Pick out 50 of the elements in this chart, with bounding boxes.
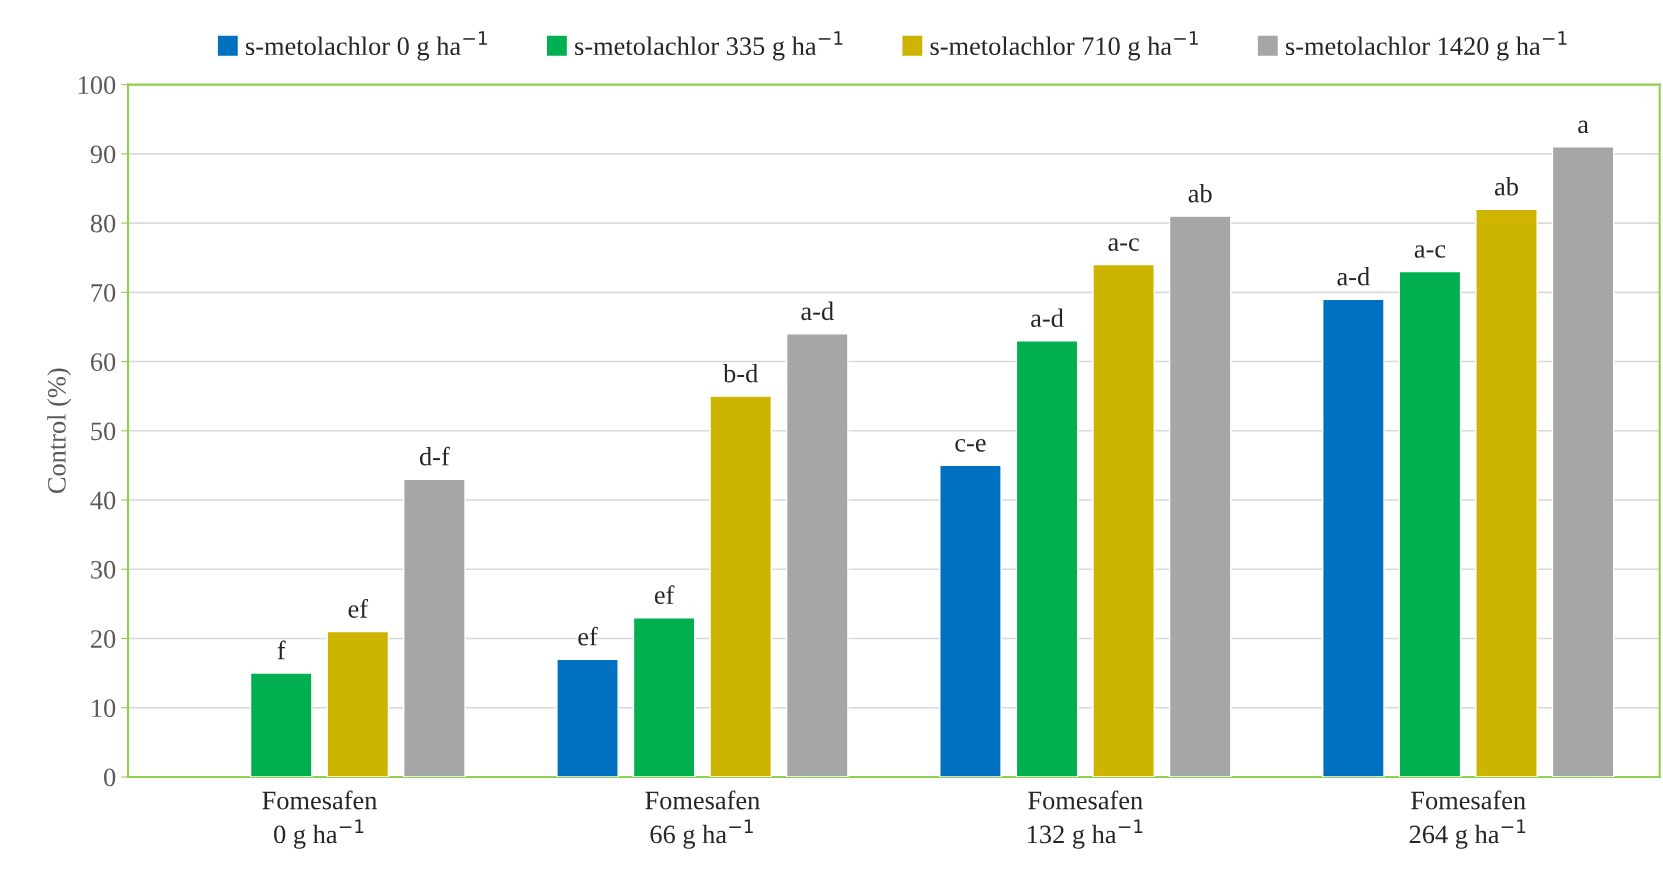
bar bbox=[939, 464, 1002, 777]
bar bbox=[1398, 270, 1462, 777]
data-label: ab bbox=[1494, 176, 1518, 196]
data-label: ab bbox=[1188, 183, 1212, 203]
y-tick-label: 40 bbox=[90, 491, 116, 510]
data-label: ef bbox=[348, 599, 369, 618]
bar bbox=[1168, 215, 1232, 777]
legend-label: s-metolachlor 1420 g ha$^{−1}$ bbox=[1286, 31, 1567, 61]
y-tick-label: 30 bbox=[91, 560, 116, 579]
data-label: a-c bbox=[1414, 245, 1446, 258]
bar bbox=[709, 395, 773, 777]
bar bbox=[1322, 298, 1385, 777]
data-label: a bbox=[1578, 120, 1589, 134]
y-tick-label: 0 bbox=[104, 768, 116, 787]
legend-label: s-metolachlor 335 g ha$^{−1}$ bbox=[575, 31, 843, 61]
legend-label: s-metolachlor 0 g ha$^{−1}$ bbox=[246, 31, 487, 61]
data-label: d-f bbox=[419, 446, 450, 466]
y-tick-label: 60 bbox=[90, 353, 116, 371]
y-tick-label: 50 bbox=[91, 422, 116, 441]
bar bbox=[403, 478, 466, 777]
y-tick-label: 100 bbox=[78, 76, 116, 94]
data-label: a-c bbox=[1108, 238, 1139, 251]
y-axis-title: Control (%) bbox=[47, 368, 72, 494]
bar bbox=[1551, 146, 1615, 777]
y-tick-label: 10 bbox=[92, 699, 116, 718]
bar bbox=[1475, 208, 1538, 777]
data-label: ef bbox=[578, 626, 598, 646]
data-label: ef bbox=[654, 585, 675, 605]
bar bbox=[326, 630, 390, 777]
data-label: f bbox=[277, 640, 286, 660]
bar bbox=[632, 617, 696, 777]
legend-label: s-metolachlor 710 g ha$^{−1}$ bbox=[930, 31, 1198, 61]
x-tick-label: Fomesafen 0 g ha$^{−1}$ bbox=[262, 790, 377, 849]
y-tick-label: 70 bbox=[91, 283, 116, 302]
bar bbox=[1015, 340, 1079, 777]
data-label: a-d bbox=[1337, 266, 1370, 286]
data-label: b-d bbox=[723, 363, 758, 383]
bar bbox=[556, 658, 619, 777]
x-tick-label: Fomesafen 132 g ha$^{−1}$ bbox=[1028, 790, 1143, 849]
x-tick-label: Fomesafen 264 g ha$^{−1}$ bbox=[1409, 790, 1526, 849]
bar bbox=[249, 672, 313, 777]
bar bbox=[1092, 263, 1155, 777]
x-tick-label: Fomesafen 66 g ha$^{−1}$ bbox=[645, 790, 760, 849]
y-tick-label: 20 bbox=[91, 630, 116, 648]
data-label: a-d bbox=[801, 301, 834, 321]
y-tick-label: 80 bbox=[90, 214, 116, 233]
data-label: c-e bbox=[955, 439, 986, 452]
data-label: a-d bbox=[1031, 308, 1064, 328]
y-tick-label: 90 bbox=[90, 145, 116, 164]
bar bbox=[785, 333, 849, 777]
